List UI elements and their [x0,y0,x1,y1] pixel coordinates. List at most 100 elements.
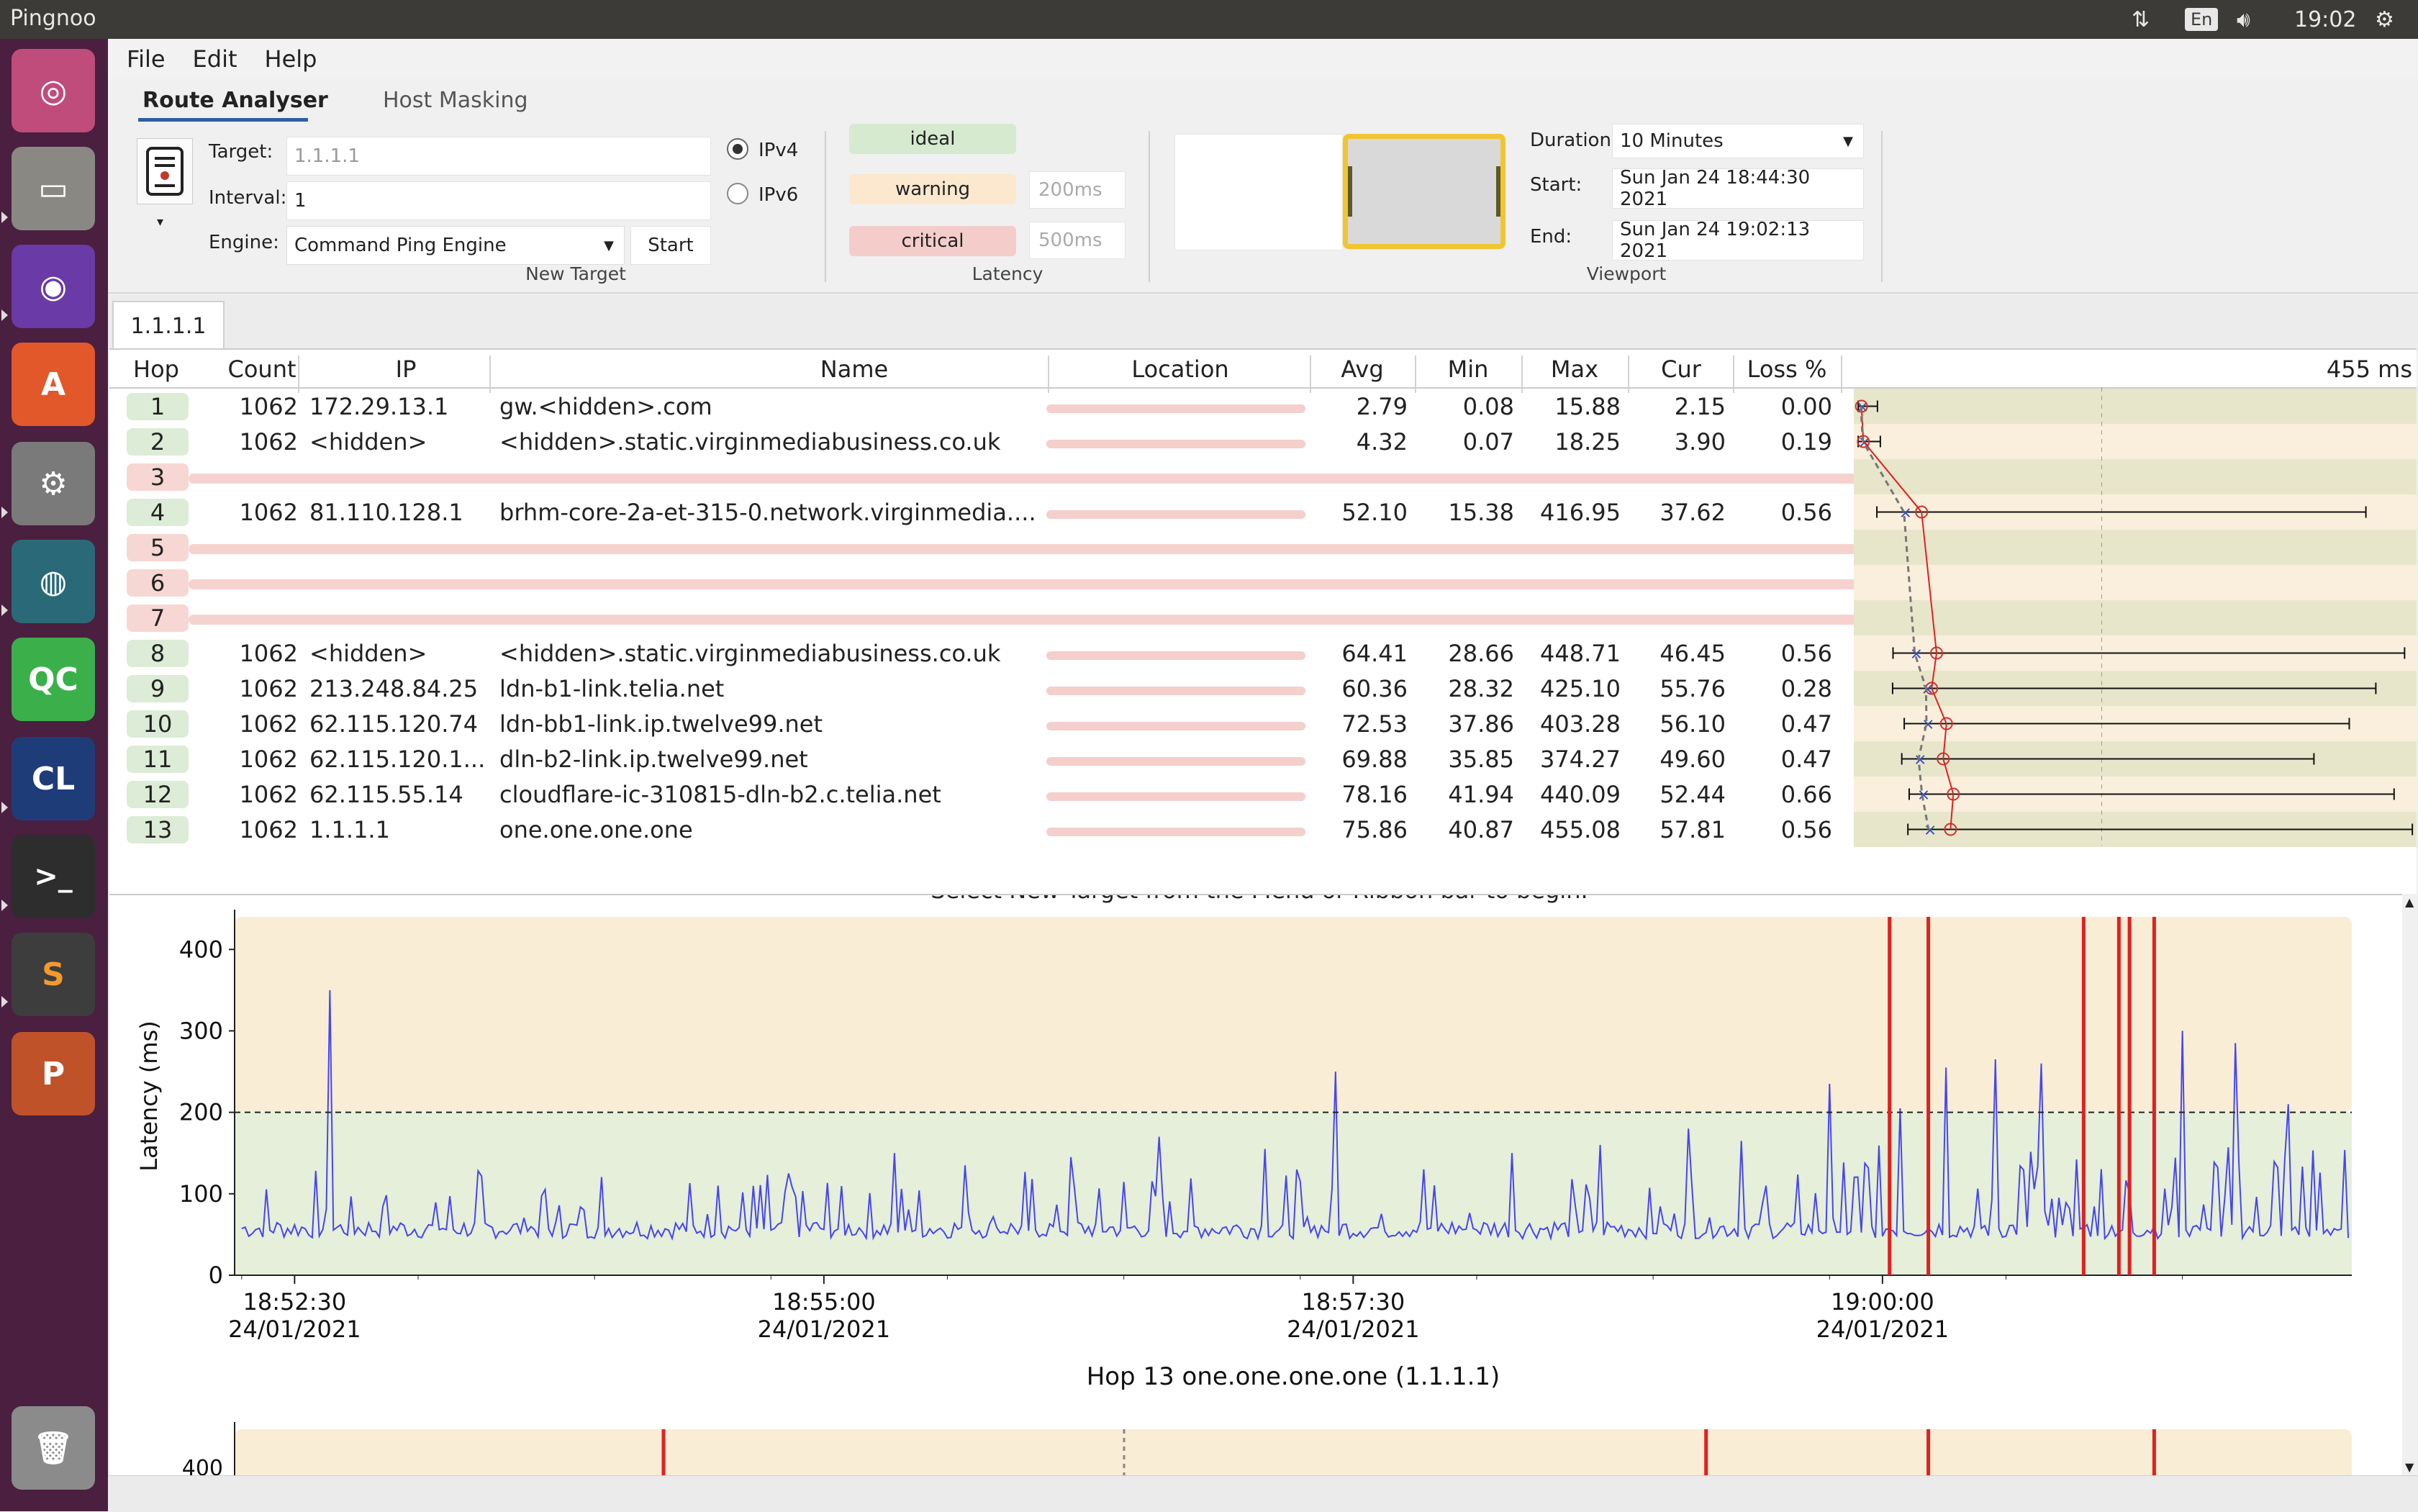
header-avg[interactable]: Avg [1341,356,1384,383]
header-loss[interactable]: Loss % [1747,356,1827,383]
trash-icon[interactable]: 🗑︎ [12,1406,95,1490]
cell-avg: 2.79 [1356,393,1408,420]
menu-help[interactable]: Help [264,45,317,73]
cell-cur: 55.76 [1659,675,1726,702]
software-center-icon[interactable]: A [12,343,95,426]
current-marker: × [1921,716,1934,734]
table-row[interactable]: 4 1062 81.110.128.1 brhm-core-2a-et-315-0.n… [109,494,1837,530]
cell-ip: <hidden> [309,640,427,667]
host-tab-bar: 1.1.1.1 [108,295,2418,350]
route-document-icon [146,147,184,196]
cell-name: gw.<hidden>.com [499,393,712,420]
plot-scrollbar[interactable]: ▲ ▼ [2402,894,2418,1475]
cell-count: 1062 [239,781,298,808]
end-datetime-input[interactable]: Sun Jan 24 19:02:13 2021 [1612,219,1864,262]
system-top-bar: Pingnoo ⇅ En 🔊︎ 19:02 ⚙ [0,0,2418,39]
header-max[interactable]: Max [1550,356,1599,383]
header-count[interactable]: Count [227,356,296,383]
start-button[interactable]: Start [630,226,711,265]
table-row[interactable]: 12 1062 62.115.55.14 cloudflare-ic-310815-d… [109,777,1837,812]
header-min[interactable]: Min [1447,356,1489,383]
table-row[interactable]: 10 1062 62.115.120.74 ldn-bb1-link.ip.twelv… [109,706,1837,741]
table-row[interactable]: 9 1062 213.248.84.25 ldn-b1-link.telia.net 6… [109,671,1837,706]
cell-loss: 0.47 [1780,746,1832,773]
target-input[interactable]: 1.1.1.1 [286,137,711,176]
cell-name: cloudflare-ic-310815-dln-b2.c.telia.net [499,781,941,808]
location-bar [1046,722,1305,730]
keyboard-layout-indicator[interactable]: En [2185,8,2219,31]
hop-number: 12 [127,781,189,808]
current-marker: × [1914,751,1926,769]
cell-min: 41.94 [1448,781,1514,808]
new-target-button[interactable] [137,138,193,204]
cell-avg: 4.32 [1356,428,1408,456]
cell-avg: 52.10 [1341,499,1408,526]
cell-ip: 81.110.128.1 [309,499,463,526]
ipv4-label: IPv4 [759,140,799,161]
header-ip[interactable]: IP [395,356,417,383]
settings-gear-icon[interactable]: ⚙ [2375,6,2394,32]
ipv6-label: IPv6 [759,184,799,206]
engine-select[interactable]: Command Ping Engine ▼ [286,226,625,265]
host-tab[interactable]: 1.1.1.1 [112,301,225,350]
system-settings-icon[interactable]: ⚙ [12,442,95,525]
cell-cur: 49.60 [1659,746,1726,773]
interval-input[interactable]: 1 [286,181,711,220]
ubuntu-dash-icon[interactable]: ◎ [12,49,95,132]
table-row[interactable]: 7 [109,600,1942,635]
firefox-icon[interactable]: ◉ [12,245,95,328]
header-hop[interactable]: Hop [133,356,179,383]
qt-creator-icon[interactable]: QC [12,638,95,721]
app-title: Pingnoo [10,6,96,31]
cell-ip: 213.248.84.25 [309,675,479,702]
warning-zone [235,917,2352,1113]
tab-route-analyser[interactable]: Route Analyser [142,88,328,113]
scroll-down-icon[interactable]: ▼ [2405,1460,2414,1474]
cell-cur: 52.44 [1659,781,1726,808]
duration-select[interactable]: 10 Minutes ▼ [1612,124,1864,158]
x-tick-time: 19:00:00 [1831,1288,1934,1316]
ipv6-radio[interactable] [727,183,748,204]
warning-threshold-input[interactable]: 200ms [1029,171,1126,209]
table-row[interactable]: 5 [109,530,1942,565]
network-icon[interactable]: ⇅ [2132,6,2150,32]
table-row[interactable]: 1 1062 172.29.13.1 gw.<hidden>.com 2.79 0.08 1… [109,389,1837,424]
critical-threshold-input[interactable]: 500ms [1029,222,1126,259]
table-row[interactable]: 2 1062 <hidden> <hidden>.static.virginmedia… [109,424,1837,459]
table-row[interactable]: 8 1062 <hidden> <hidden>.static.virginmedia… [109,635,1837,671]
files-icon[interactable]: ▭ [12,147,95,230]
latency-critical-swatch[interactable]: critical [849,226,1016,256]
menu-file[interactable]: File [127,45,166,73]
clock[interactable]: 19:02 [2294,6,2357,32]
latency-ideal-swatch[interactable]: ideal [849,124,1016,154]
sublime-text-icon[interactable]: S [12,933,95,1016]
cell-min: 40.87 [1448,816,1514,843]
table-row[interactable]: 3 [109,459,1942,494]
menu-edit[interactable]: Edit [192,45,237,73]
ipv4-radio[interactable] [727,138,748,160]
new-target-dropdown-arrow[interactable]: ▾ [157,214,164,230]
table-row[interactable]: 13 1062 1.1.1.1 one.one.one.one 75.86 40.87 45… [109,812,1837,847]
latency-warning-swatch[interactable]: warning [849,174,1016,204]
header-cur[interactable]: Cur [1661,356,1701,383]
pingnoo-app-icon[interactable]: P [12,1032,95,1115]
cell-min: 28.32 [1448,675,1514,702]
scroll-up-icon[interactable]: ▲ [2405,895,2414,909]
header-location[interactable]: Location [1131,356,1229,383]
start-datetime-input[interactable]: Sun Jan 24 18:44:30 2021 [1612,167,1864,210]
start-label: Start: [1530,174,1582,196]
table-row[interactable]: 6 [109,565,1942,600]
duration-select-value: 10 Minutes [1620,130,1724,152]
gitkraken-icon[interactable]: ◍ [12,540,95,623]
cell-ip: 1.1.1.1 [309,816,390,843]
volume-icon[interactable]: 🔊︎ [2237,6,2250,32]
location-bar [1046,757,1305,766]
table-row[interactable]: 11 1062 62.115.120.1... dln-b2-link.ip.twel… [109,741,1837,777]
terminal-icon[interactable]: >_ [12,835,95,918]
viewport-window-handle[interactable] [1343,134,1505,249]
status-bar [108,1475,2418,1512]
header-name[interactable]: Name [820,356,889,383]
clion-icon[interactable]: CL [12,737,95,820]
tab-host-masking[interactable]: Host Masking [383,88,528,113]
viewport-overview[interactable] [1174,134,1343,250]
